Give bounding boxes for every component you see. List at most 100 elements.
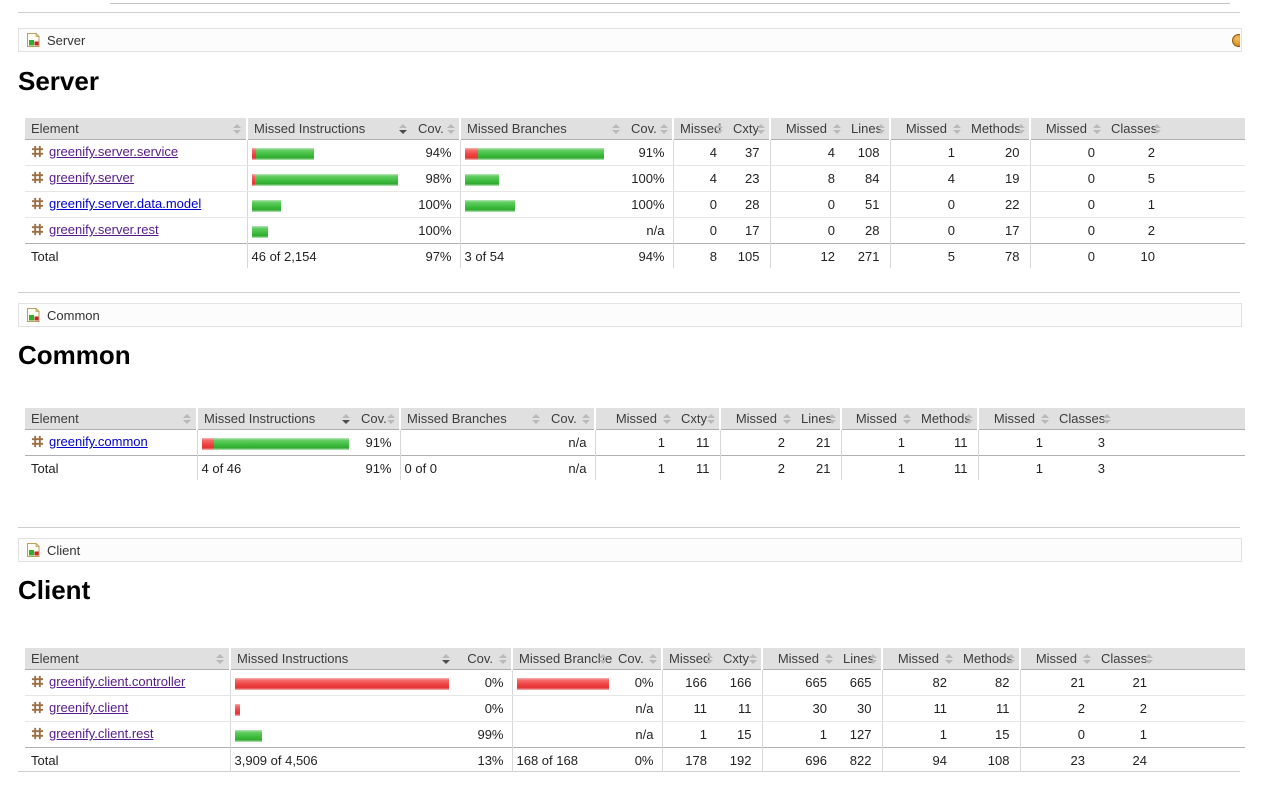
- col-header-lines[interactable]: Lines: [795, 408, 841, 430]
- col-header-branch-coverage[interactable]: Cov.: [612, 648, 662, 670]
- total-instruction-coverage: 97%: [412, 243, 460, 268]
- package-link[interactable]: greenify.client: [49, 700, 129, 715]
- col-header-missed-lines[interactable]: Missed: [719, 408, 795, 430]
- missed-branches-bar-cell: [459, 139, 625, 166]
- sort-icon: [715, 124, 723, 134]
- missed-methods-cell: 11: [881, 695, 957, 722]
- filler-cell: [1157, 722, 1245, 748]
- sort-icon: [903, 414, 911, 424]
- col-header-missed-methods[interactable]: Missed: [840, 408, 915, 430]
- filler-cell: [1165, 191, 1245, 218]
- col-header-element[interactable]: Element: [25, 408, 197, 430]
- missed-instructions-bar-cell: [196, 429, 355, 456]
- section-divider: [18, 527, 1240, 528]
- col-header-missed-instructions[interactable]: Missed Instructions: [229, 648, 455, 670]
- col-header-missed-instructions[interactable]: Missed Instructions: [196, 408, 355, 430]
- col-header-missed-methods[interactable]: Missed: [881, 648, 957, 670]
- section-common: Common Common Element Missed Instruction…: [18, 303, 1245, 480]
- col-header-missed-classes[interactable]: Missed: [1019, 648, 1095, 670]
- col-header-missed-branches[interactable]: Missed Branches: [511, 648, 612, 670]
- missed-classes-cell: 0: [1029, 139, 1105, 166]
- missed-methods-cell: 0: [889, 217, 965, 244]
- col-header-missed-lines[interactable]: Missed: [761, 648, 837, 670]
- col-header-branch-coverage[interactable]: Cov.: [625, 118, 673, 140]
- col-header-lines[interactable]: Lines: [845, 118, 890, 140]
- section-client: Client Client Element Missed Instruction…: [18, 538, 1245, 772]
- sort-icon: [660, 124, 668, 134]
- methods-cell: 20: [965, 139, 1030, 166]
- col-header-methods[interactable]: Methods: [965, 118, 1030, 140]
- col-header-methods[interactable]: Methods: [957, 648, 1020, 670]
- report-group-icon: [25, 32, 41, 48]
- sort-icon: [945, 654, 953, 664]
- instruction-coverage-cell: 0%: [455, 695, 512, 722]
- total-missed-cxty: 1: [594, 455, 675, 480]
- cxty-cell: 15: [737, 727, 752, 742]
- package-link[interactable]: greenify.server: [49, 170, 135, 185]
- element-cell: greenify.server.data.model: [25, 191, 247, 218]
- missed-lines-cell: 665: [761, 669, 837, 696]
- sort-icon: [705, 654, 713, 664]
- sort-icon: [216, 654, 224, 664]
- col-header-missed-methods[interactable]: Missed: [889, 118, 965, 140]
- table-row: greenify.client.controller 0% 0% 166 166…: [25, 669, 1245, 696]
- element-cell: greenify.server.service: [25, 139, 247, 166]
- element-cell: greenify.client.controller: [25, 669, 230, 696]
- col-header-element[interactable]: Element: [25, 118, 247, 140]
- col-header-missed-lines[interactable]: Missed: [769, 118, 845, 140]
- sessions-icon[interactable]: [1232, 34, 1240, 48]
- package-link[interactable]: greenify.server.data.model: [49, 196, 202, 211]
- col-header-branch-coverage[interactable]: Cov.: [545, 408, 595, 430]
- col-header-missed-branches[interactable]: Missed Branches: [399, 408, 545, 430]
- package-icon: [31, 701, 44, 717]
- sort-icon: [1083, 654, 1091, 664]
- package-link[interactable]: greenify.server.service: [49, 144, 179, 159]
- col-header-missed-branches[interactable]: Missed Branches: [459, 118, 625, 140]
- missed-bar: [234, 703, 240, 716]
- report-group-icon: [25, 542, 41, 558]
- table-row: greenify.server.data.model 100% 100% 0 2…: [25, 191, 1245, 218]
- package-link[interactable]: greenify.server.rest: [49, 222, 159, 237]
- col-header-classes[interactable]: Classes: [1105, 118, 1165, 140]
- lines-cell: 21: [816, 435, 831, 450]
- breadcrumb-current: Client: [47, 542, 81, 558]
- col-header-missed-instructions[interactable]: Missed Instructions: [246, 118, 412, 140]
- package-link[interactable]: greenify.client.controller: [49, 674, 186, 689]
- missed-methods-cell: 82: [881, 669, 957, 696]
- total-instructions: 3,909 of 4,506: [229, 747, 455, 772]
- cxty-cell: 37: [727, 139, 770, 166]
- package-link[interactable]: greenify.client.rest: [49, 726, 154, 741]
- missed-methods-cell: 1: [889, 139, 965, 166]
- col-header-lines[interactable]: Lines: [837, 648, 882, 670]
- sort-icon: [1007, 654, 1015, 664]
- col-header-methods[interactable]: Methods: [915, 408, 978, 430]
- page-title: Common: [18, 340, 131, 370]
- col-header-missed-cxty[interactable]: Missed: [661, 648, 717, 670]
- col-header-cxty[interactable]: Cxty: [675, 408, 720, 430]
- table-row: greenify.client.rest 99% n/a 1 15 1 127 …: [25, 721, 1245, 748]
- col-header-classes[interactable]: Classes: [1095, 648, 1157, 670]
- missed-classes-cell: 2: [1019, 695, 1095, 722]
- col-header-instruction-coverage[interactable]: Cov.: [455, 648, 512, 670]
- missed-lines-cell: 30: [761, 695, 837, 722]
- col-header-missed-classes[interactable]: Missed: [1029, 118, 1105, 140]
- classes-cell: 5: [1105, 165, 1165, 192]
- col-header-missed-classes[interactable]: Missed: [977, 408, 1053, 430]
- col-header-missed-cxty[interactable]: Missed: [672, 118, 727, 140]
- header-row: Element Missed Instructions Cov. Missed …: [25, 648, 1245, 670]
- col-header-instruction-coverage[interactable]: Cov.: [355, 408, 400, 430]
- col-header-missed-cxty[interactable]: Missed: [594, 408, 675, 430]
- col-header-element[interactable]: Element: [25, 648, 230, 670]
- total-label: Total: [25, 455, 197, 480]
- total-branches: 168 of 168: [511, 747, 612, 772]
- sort-icon: [1017, 124, 1025, 134]
- col-header-cxty[interactable]: Cxty: [727, 118, 770, 140]
- col-header-instruction-coverage[interactable]: Cov.: [412, 118, 460, 140]
- package-link[interactable]: greenify.common: [49, 434, 148, 449]
- methods-cell: 19: [965, 165, 1030, 192]
- col-header-cxty[interactable]: Cxty: [717, 648, 762, 670]
- col-header-classes[interactable]: Classes: [1053, 408, 1115, 430]
- missed-lines-cell: 2: [719, 429, 795, 456]
- classes-cell: 2: [1095, 695, 1157, 722]
- section-divider: [18, 292, 1240, 293]
